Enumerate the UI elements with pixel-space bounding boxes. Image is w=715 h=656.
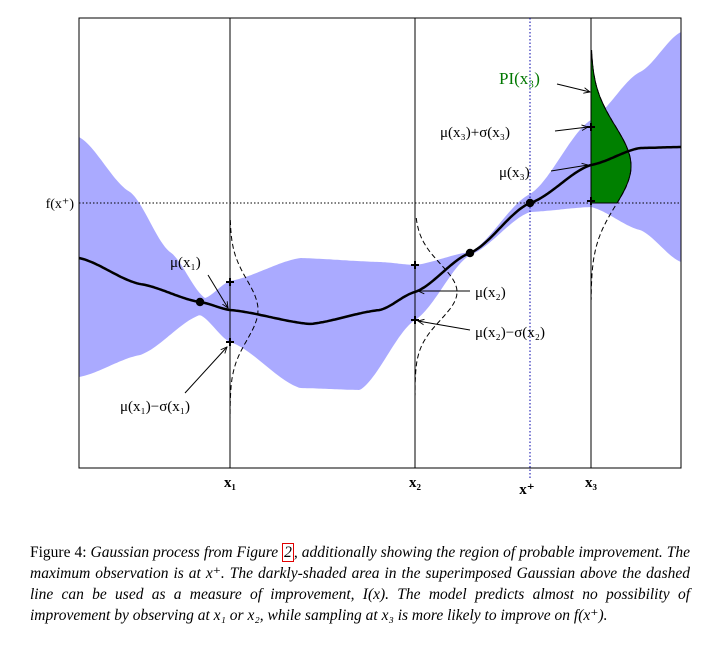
arrow-mu-x1-minus-sigma [184,347,227,394]
label-fx-plus: f(x⁺) [46,197,75,212]
gaussian-x3 [590,49,632,301]
gaussian-x1 [229,219,259,468]
label-mu-x1-minus-sigma: μ(x₁)−σ(x₁) [120,399,190,415]
plus-marker [226,338,234,346]
plus-marker [226,278,234,286]
gaussian-x2 [414,217,458,404]
label-mu-x1: μ(x₁) [170,255,201,271]
label-pi-x3: PI(x₃) [499,69,540,88]
tick-x2: x₂ [409,475,422,491]
label-mu-x3-plus-sigma: μ(x₃)+σ(x₃) [440,125,510,141]
tick-x-plus: x⁺ [519,482,534,498]
figure-reference-link[interactable]: 2 [282,543,294,562]
plus-marker [411,261,419,269]
arrow-mu-x3 [550,165,588,172]
label-mu-x2: μ(x₂) [475,285,506,301]
plus-marker [587,197,595,205]
observation-point [525,198,535,208]
figure-caption: Figure 4: Gaussian process from Figure 2… [30,542,690,626]
tick-x1: x₁ [224,475,236,491]
tick-x3: x₃ [585,475,598,491]
arrow-mu-x1 [207,274,228,308]
observation-point [465,248,475,258]
caption-text-2: , additionally showing the region of pro… [30,544,690,624]
mean-curve [78,145,681,326]
observation-point [195,297,205,307]
arrow-pi-x3 [556,83,590,92]
caption-text-1: Gaussian process from Figure [90,544,283,561]
arrow-mu-x3-plus-sigma [554,127,588,132]
caption-lead: Figure 4: [30,544,91,561]
gp-figure: μ(x₁) μ(x₁)−σ(x₁) μ(x₂) μ(x₂)−σ(x₂) μ(x₃… [46,17,682,498]
label-mu-x3: μ(x₃) [499,165,530,181]
arrow-mu-x2-minus-sigma [418,321,471,331]
label-mu-x2-minus-sigma: μ(x₂)−σ(x₂) [475,325,545,341]
plot-frame [78,17,682,469]
